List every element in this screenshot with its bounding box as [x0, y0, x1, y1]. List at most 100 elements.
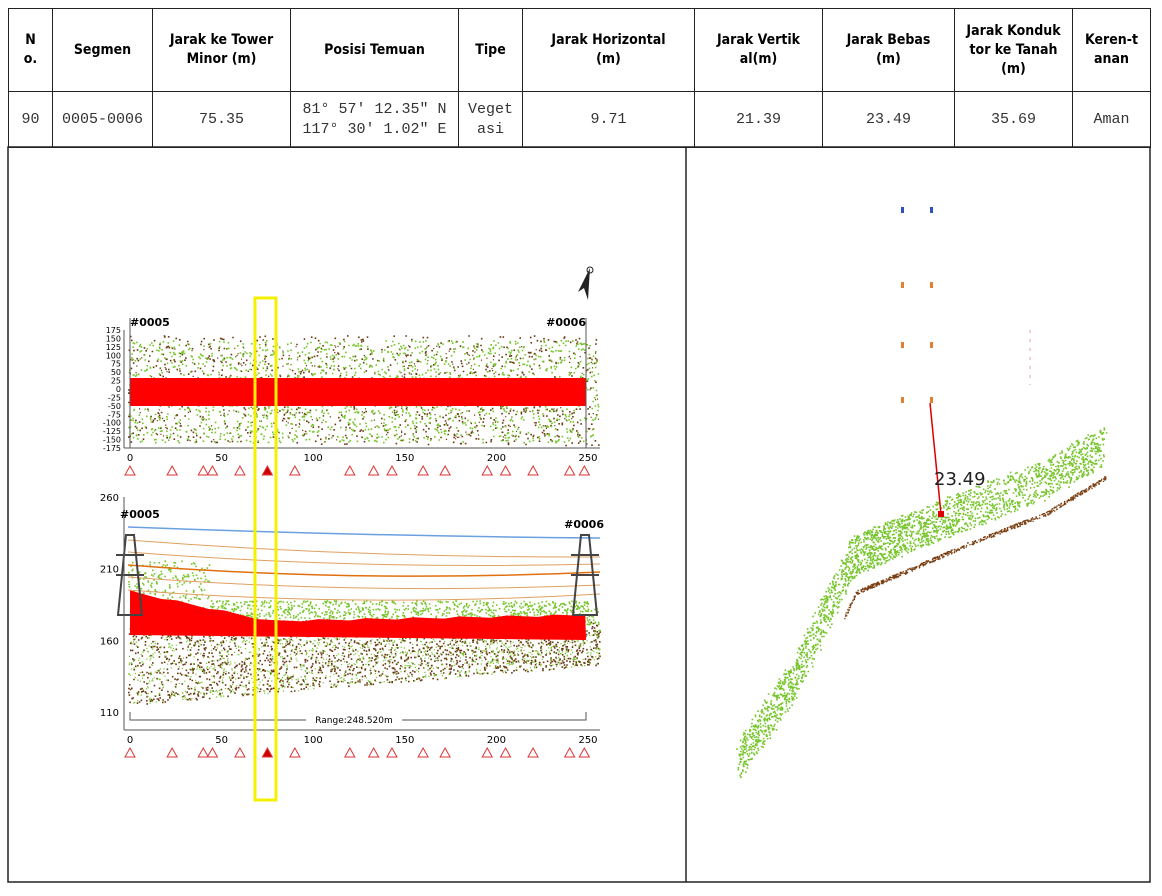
y-tick-label: -150 [103, 436, 121, 445]
figure-border [7, 146, 1151, 883]
clearance-point [938, 511, 944, 517]
y-tick-label: 150 [106, 334, 121, 343]
x-tick-label: 150 [395, 735, 414, 746]
header-row: No. Segmen Jarak ke Tower Minor (m) Posi… [8, 8, 1151, 92]
finding-marker [197, 464, 210, 476]
conductor-point [930, 397, 933, 403]
x-tick-label: 0 [127, 453, 133, 464]
finding-marker [386, 746, 398, 758]
finding-marker [166, 746, 178, 758]
x-tick-label: 200 [487, 453, 506, 464]
y-tick-label: 50 [111, 368, 121, 377]
finding-marker [234, 746, 246, 758]
header-cell: Jarak Horizontal (m) [522, 8, 695, 92]
cell: 75.35 [152, 91, 291, 148]
ground-wire [127, 526, 601, 539]
finding-marker [563, 464, 576, 476]
y-tick-label: 0 [116, 385, 121, 394]
finding-marker [343, 746, 356, 758]
point-cloud [736, 427, 1108, 779]
y-tick-label: 75 [111, 360, 121, 369]
header-cell: Posisi Temuan [290, 8, 459, 92]
y-tick-label: -50 [108, 402, 121, 411]
finding-marker [481, 746, 494, 758]
data-row: 90 0005-0006 75.35 81° 57′ 12.35″ N 117° … [8, 91, 1151, 148]
finding-marker [499, 746, 512, 758]
x-tick-label: 50 [215, 735, 228, 746]
y-tick-label: -100 [103, 419, 121, 428]
header-cell: Jarak Bebas (m) [822, 8, 955, 92]
conductor-point [901, 397, 904, 403]
north-arrow [586, 266, 594, 274]
y-tick-label: 110 [100, 708, 119, 719]
cell: 35.69 [954, 91, 1073, 148]
header-text: Jarak Horizontal (m) [551, 32, 666, 67]
vegetation-band [130, 590, 586, 640]
cell: 0005-0006 [52, 91, 153, 148]
header-cell: Jarak Konduktor ke Tanah(m) [954, 8, 1073, 92]
conductor [127, 564, 601, 577]
conductor [127, 589, 601, 601]
finding-marker [527, 746, 539, 758]
finding-marker [261, 746, 274, 758]
header-cell: Keren-tanan [1072, 8, 1151, 92]
header-cell: Jarak Vertikal(m) [694, 8, 823, 92]
clearance-label: 23.49 [934, 469, 986, 490]
point-cloud [128, 628, 602, 704]
findings-table: No. Segmen Jarak ke Tower Minor (m) Posi… [8, 8, 1151, 148]
cell-line: 117° 30′ 1.02″ E [302, 120, 447, 138]
finding-marker [417, 464, 429, 476]
finding-marker [439, 464, 451, 476]
y-tick-label: 25 [111, 377, 121, 386]
finding-marker [289, 464, 301, 476]
finding-marker [124, 464, 136, 476]
header-text: Jarak ke Tower Minor (m) [169, 32, 274, 67]
conductor [127, 551, 601, 566]
y-tick-label: 160 [100, 636, 119, 647]
header-text: Jarak Konduktor ke Tanah(m) [966, 22, 1061, 77]
x-tick-label: 50 [215, 453, 228, 464]
tower-label: #0006 [564, 518, 604, 531]
y-tick-label: 125 [106, 343, 121, 352]
x-tick-label: 250 [578, 453, 597, 464]
finding-marker [578, 464, 591, 476]
x-tick-label: 100 [304, 735, 323, 746]
x-tick-label: 150 [395, 453, 414, 464]
y-tick-label: -75 [108, 410, 121, 419]
conductor-point [930, 342, 933, 348]
conductor [127, 539, 601, 558]
finding-marker [124, 746, 136, 758]
cell: 9.71 [522, 91, 695, 148]
finding-marker [481, 464, 494, 476]
tower [571, 534, 599, 616]
cell-line: 81° 57′ 12.35″ N [302, 100, 447, 118]
finding-marker [289, 746, 301, 758]
finding-marker [578, 746, 591, 758]
y-tick-label: -25 [108, 393, 121, 402]
conductor [127, 576, 601, 590]
finding-marker [527, 464, 539, 476]
finding-marker [343, 464, 356, 476]
header-cell: Jarak ke Tower Minor (m) [152, 8, 291, 92]
highlight-box [253, 296, 278, 802]
header-cell: No. [8, 8, 53, 92]
finding-marker [206, 464, 219, 476]
x-tick-label: 250 [578, 735, 597, 746]
cell-text: Vegetasi [467, 100, 513, 138]
conductor-point [901, 342, 904, 348]
y-tick-label: 175 [106, 326, 121, 335]
tower [116, 534, 144, 616]
y-tick-label: -175 [103, 444, 121, 453]
header-text: Keren-tanan [1084, 32, 1139, 67]
header-text: Jarak Vertikal(m) [716, 32, 801, 67]
tower-label: #0005 [120, 508, 160, 521]
conductor-point [930, 207, 933, 213]
cell: Aman [1072, 91, 1151, 148]
finding-marker [367, 746, 380, 758]
x-tick-label: 100 [304, 453, 323, 464]
y-tick-label: 260 [100, 493, 119, 504]
point-cloud [844, 476, 1107, 620]
finding-marker [386, 464, 398, 476]
